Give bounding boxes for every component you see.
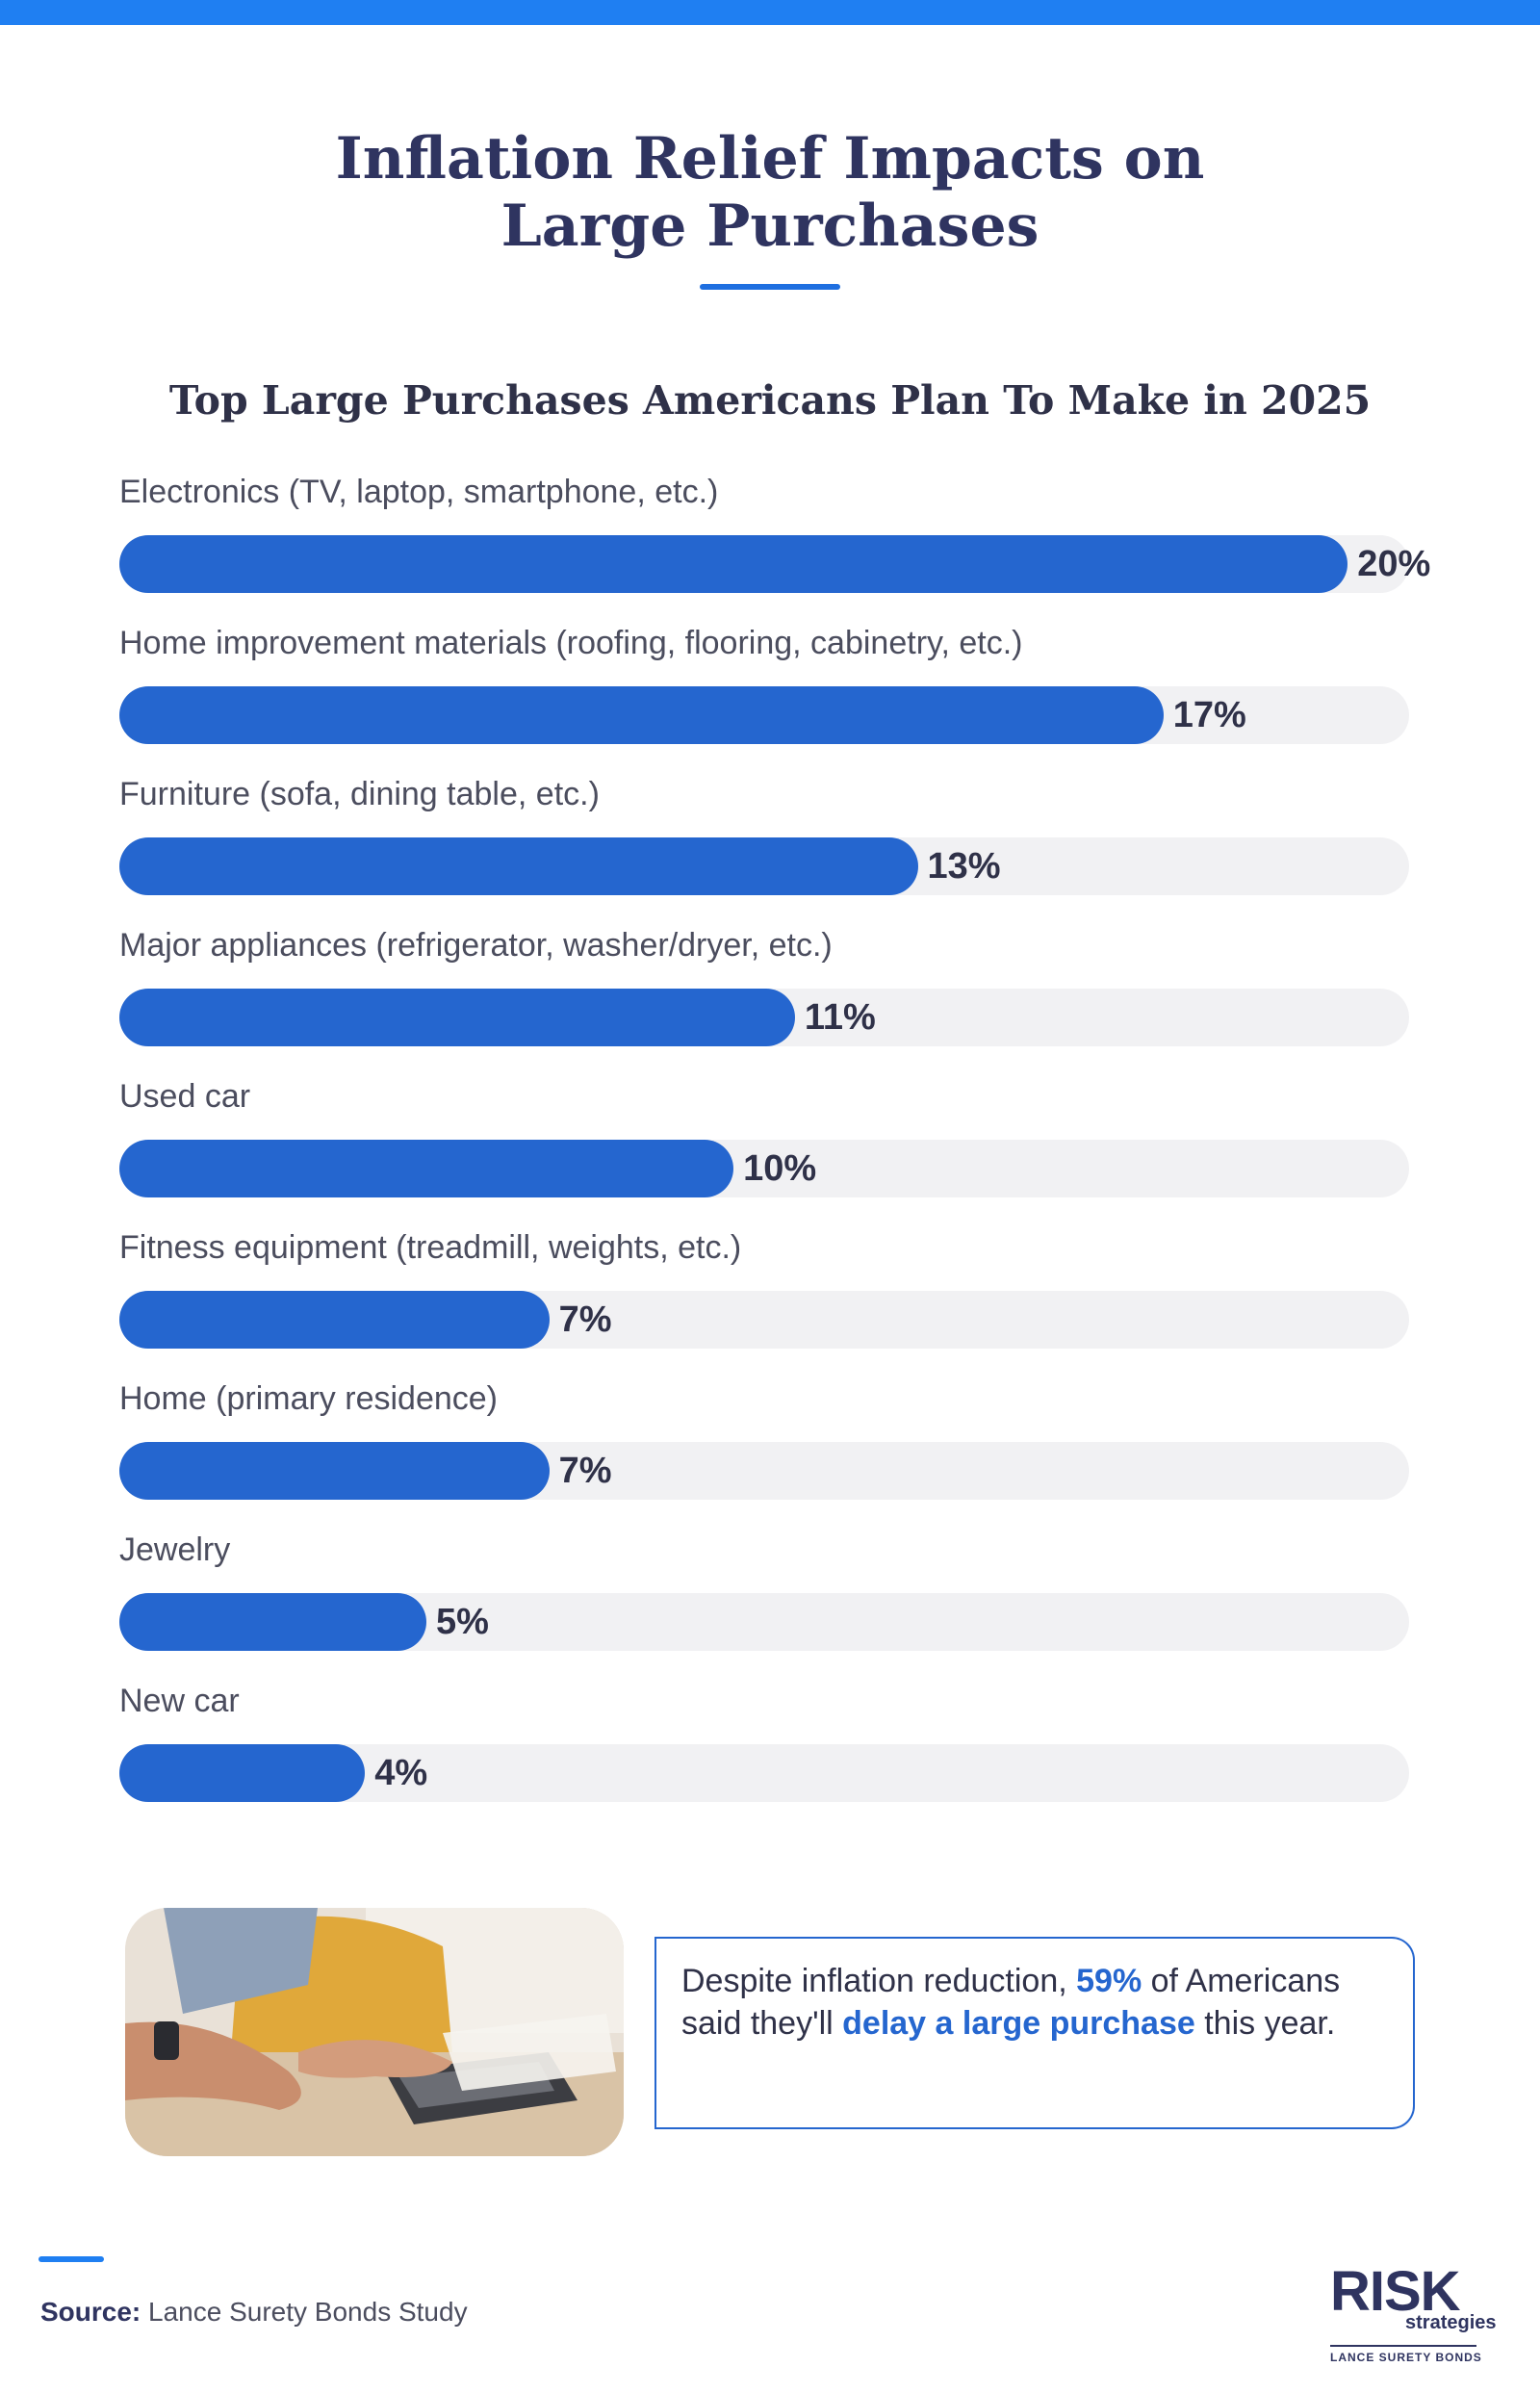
- bar: [119, 535, 1348, 593]
- risk-strategies-logo: RISK strategies LANCE SURETY BONDS: [1321, 2260, 1497, 2368]
- callout-box: [654, 1937, 1415, 2129]
- title-underline: [700, 284, 840, 290]
- bar: [119, 1593, 427, 1651]
- value-label: 13%: [927, 846, 1001, 887]
- bar: [119, 1744, 366, 1802]
- logo-tagline: LANCE SURETY BONDS: [1330, 2351, 1482, 2364]
- category-label: New car: [119, 1683, 240, 1719]
- page-title-line-1: Inflation Relief Impacts on: [335, 125, 1205, 193]
- value-label: 20%: [1357, 544, 1431, 584]
- page-title: Inflation Relief Impacts on Large Purcha…: [0, 125, 1540, 260]
- category-label: Major appliances (refrigerator, washer/d…: [119, 927, 833, 964]
- callout-highlight: delay a large purchase: [842, 2005, 1195, 2042]
- logo-main-text: RISK: [1330, 2260, 1461, 2323]
- source-text: Lance Surety Bonds Study: [148, 2297, 468, 2327]
- value-label: 17%: [1172, 695, 1246, 735]
- category-label: Used car: [119, 1078, 251, 1115]
- value-label: 7%: [558, 1451, 612, 1491]
- callout-text-post: this year.: [1194, 2005, 1336, 2042]
- source-accent-line: [38, 2256, 104, 2262]
- bar: [119, 686, 1164, 744]
- callout-text-pre: Despite inflation reduction,: [681, 1963, 1077, 1999]
- logo-divider: [1330, 2345, 1476, 2347]
- value-label: 5%: [436, 1602, 489, 1642]
- source-label: Source:: [40, 2297, 141, 2327]
- bar: [119, 1442, 550, 1500]
- category-label: Jewelry: [119, 1531, 231, 1568]
- callout-text: Despite inflation reduction, 59% of Amer…: [681, 1960, 1374, 2045]
- bar-chart: Electronics (TV, laptop, smartphone, etc…: [0, 462, 1540, 1810]
- value-label: 11%: [804, 997, 876, 1038]
- category-label: Home (primary residence): [119, 1380, 498, 1417]
- bar: [119, 837, 918, 895]
- value-label: 4%: [374, 1753, 428, 1793]
- category-label: Fitness equipment (treadmill, weights, e…: [119, 1229, 742, 1266]
- chart-title: Top Large Purchases Americans Plan To Ma…: [168, 377, 1372, 424]
- logo-sub-text: strategies: [1405, 2312, 1497, 2333]
- category-label: Electronics (TV, laptop, smartphone, etc…: [119, 474, 719, 510]
- bar: [119, 989, 795, 1046]
- callout-stat: 59%: [1076, 1963, 1142, 1999]
- hands-calculator-photo: [125, 1908, 624, 2156]
- source-citation: Source: Lance Surety Bonds Study: [40, 2297, 468, 2328]
- callout-accent-line: [654, 1937, 656, 2129]
- bar: [119, 1291, 550, 1349]
- bar: [119, 1140, 734, 1197]
- top-accent-strip: [0, 0, 1540, 25]
- callout-text-mid: of Americans said they'll: [681, 1963, 1341, 2042]
- value-label: 10%: [743, 1148, 817, 1189]
- value-label: 7%: [558, 1299, 612, 1340]
- page-title-line-2: Large Purchases: [500, 193, 1040, 260]
- category-label: Furniture (sofa, dining table, etc.): [119, 776, 600, 812]
- category-label: Home improvement materials (roofing, flo…: [119, 625, 1023, 661]
- photo-illustration: [125, 1908, 624, 2156]
